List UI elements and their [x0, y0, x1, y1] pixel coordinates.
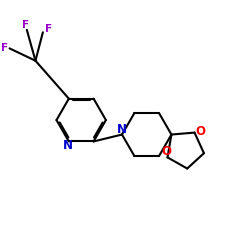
Text: O: O	[195, 125, 205, 138]
Text: N: N	[117, 123, 127, 136]
Text: N: N	[62, 140, 72, 152]
Text: O: O	[161, 146, 171, 158]
Text: F: F	[0, 43, 8, 53]
Text: F: F	[45, 24, 52, 34]
Text: F: F	[22, 20, 29, 30]
